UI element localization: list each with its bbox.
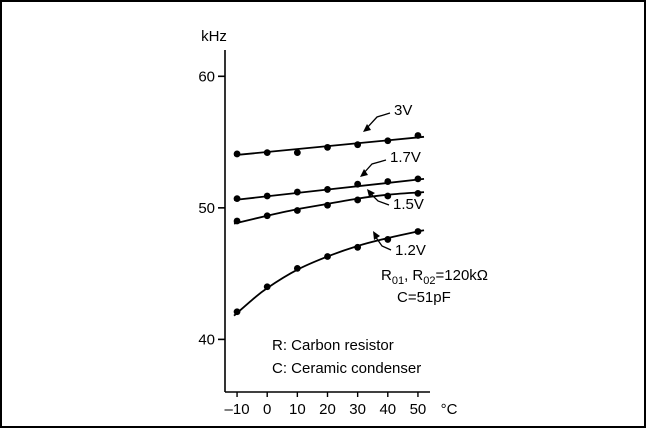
data-point-3v	[384, 137, 392, 145]
data-point-1-5v	[293, 207, 301, 214]
data-point-3v	[324, 143, 331, 151]
series-label-1-5v: 1.5V	[367, 189, 424, 213]
x-tick-label: 20	[319, 401, 336, 418]
data-point-1-2v	[293, 264, 301, 272]
leader-arrow-3v	[365, 112, 391, 130]
arrowhead-1-2v	[373, 231, 380, 240]
data-points	[233, 132, 422, 316]
data-point-1-5v	[233, 217, 241, 225]
data-point-3v	[414, 132, 422, 139]
legend-capacitor: C: Ceramic condenser	[272, 360, 421, 377]
series-name-3v: 3V	[394, 102, 412, 119]
data-point-1-5v	[384, 192, 392, 200]
data-point-1-7v	[293, 188, 301, 196]
data-point-1-2v	[263, 283, 271, 291]
y-tick-label: 50	[198, 200, 215, 217]
data-point-1-7v	[324, 186, 331, 193]
series-name-1-2v: 1.2V	[395, 242, 426, 259]
leader-arrow-1-5v	[369, 192, 390, 206]
data-point-1-2v	[324, 253, 331, 260]
resistor-annotation: R01, R02=120kΩ	[381, 267, 488, 287]
y-tick-label: 40	[198, 331, 215, 348]
legend-resistor: R: Carbon resistor	[272, 337, 394, 354]
x-axis-unit: °C	[441, 401, 458, 418]
data-point-3v	[293, 149, 301, 157]
series-label-3v: 3V	[363, 102, 412, 132]
y-tick-label: 60	[198, 68, 215, 85]
data-point-1-7v	[233, 195, 241, 203]
arrowhead-1-7v	[360, 169, 368, 177]
data-point-3v	[354, 141, 362, 149]
series-name-1-5v: 1.5V	[393, 196, 424, 213]
data-point-1-2v	[414, 228, 422, 235]
series-name-1-7v: 1.7V	[390, 149, 421, 166]
x-tick-label: 10	[289, 401, 306, 418]
series-label-1-2v: 1.2V	[373, 231, 426, 259]
data-point-1-2v	[354, 243, 362, 251]
x-tick-label: 0	[263, 401, 271, 418]
x-ticks: –10 0 10 20 30 40 50	[225, 392, 427, 418]
data-point-3v	[233, 150, 241, 158]
data-point-1-5v	[324, 201, 331, 209]
series-label-1-7v: 1.7V	[360, 149, 421, 177]
data-point-1-5v	[354, 196, 362, 204]
data-point-1-7v	[263, 192, 271, 200]
data-point-1-7v	[354, 180, 362, 188]
leader-arrow-1-2v	[374, 235, 392, 251]
x-tick-label: 30	[349, 401, 366, 418]
data-point-1-7v	[384, 178, 392, 185]
data-point-1-5v	[263, 212, 271, 220]
capacitor-annotation: C=51pF	[397, 289, 451, 306]
data-point-1-7v	[414, 175, 422, 183]
x-tick-label: 50	[410, 401, 427, 418]
y-ticks: 40 50 60	[198, 68, 225, 348]
arrowhead-3v	[363, 124, 371, 132]
y-axis-unit: kHz	[201, 28, 227, 45]
arrowhead-1-5v	[367, 189, 375, 197]
x-tick-label: –10	[225, 401, 250, 418]
x-tick-label: 40	[379, 401, 396, 418]
data-point-1-5v	[414, 189, 422, 197]
data-point-3v	[263, 149, 271, 157]
data-point-1-2v	[384, 236, 392, 243]
leader-arrow-1-7v	[362, 159, 387, 175]
data-point-1-2v	[233, 308, 241, 316]
